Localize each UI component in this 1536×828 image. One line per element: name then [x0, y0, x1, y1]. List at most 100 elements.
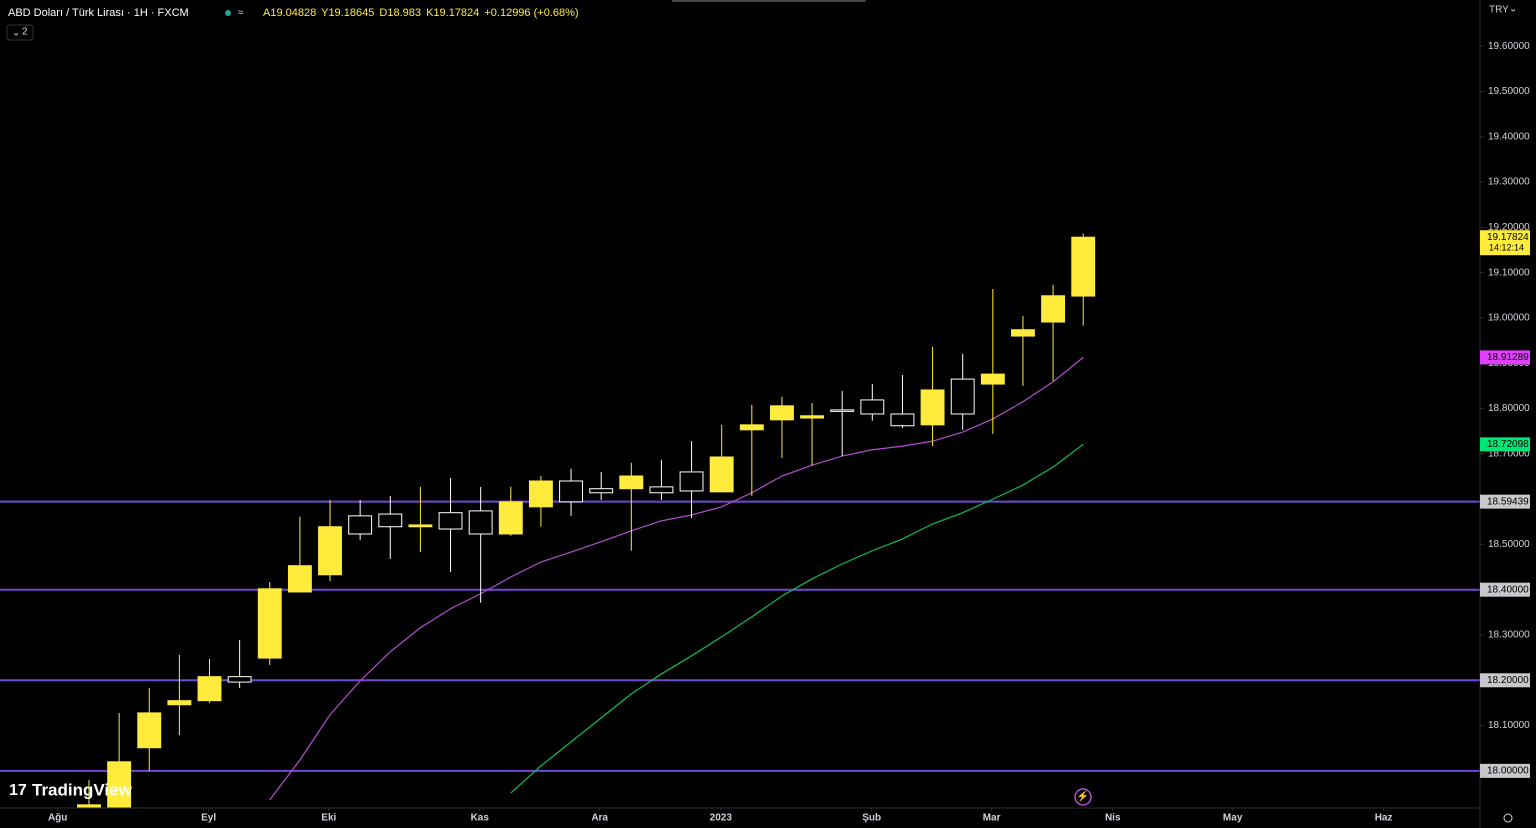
candle-body: [107, 761, 132, 808]
x-tick-label: Nis: [1105, 813, 1121, 824]
y-tick-label: 18.80000: [1488, 403, 1530, 414]
y-tick-label: 19.10000: [1488, 267, 1530, 278]
header-title: ABD Doları / Türk Lirası · 1H · FXCM: [8, 7, 189, 19]
hline-label-bg: [1480, 763, 1530, 778]
y-tick-label: 18.70000: [1488, 448, 1530, 459]
settings-button[interactable]: [1503, 813, 1513, 823]
candle-body: [679, 471, 704, 492]
hline-label-bg: [1480, 582, 1530, 597]
x-tick-label: Mar: [983, 813, 1001, 824]
candle-body: [1011, 329, 1035, 337]
candle-body: [197, 676, 222, 702]
ma-label-bg: [1480, 350, 1530, 365]
candle-body: [830, 409, 855, 412]
logo-icon: 17: [9, 782, 27, 799]
candle-body: [619, 475, 644, 490]
hline-label-bg: [1480, 494, 1530, 509]
indicators-chevron: ⌄: [12, 28, 20, 39]
candle-body: [920, 389, 945, 426]
hline-label: 18.40000: [1487, 584, 1529, 595]
ohlc-prefix: A: [263, 7, 271, 19]
candle-body: [739, 424, 764, 431]
ohlc-value: 19.17824: [433, 7, 479, 19]
lightning-icon: ⚡: [1077, 790, 1089, 803]
hline-label: 18.59439: [1487, 496, 1529, 507]
ohlc-value: 19.18645: [328, 7, 374, 19]
candle-body: [348, 515, 373, 535]
y-tick-label: 18.50000: [1488, 539, 1530, 550]
hline-label-bg: [1480, 673, 1530, 688]
indicators-toggle[interactable]: [6, 24, 34, 41]
candle-body: [800, 415, 825, 419]
price-label: 19.17824: [1487, 232, 1529, 243]
logo: TradingView: [32, 780, 133, 799]
candle-body: [860, 399, 885, 415]
ohlc-legend: A19.04828 Y19.18645 D18.983 K19.17824 +0…: [263, 7, 579, 19]
candle-body: [318, 526, 342, 576]
x-tick-label: Ağu: [48, 813, 67, 824]
x-tick-label: Ara: [591, 813, 608, 824]
x-tick-label: May: [1223, 813, 1243, 824]
candle-body: [559, 480, 583, 503]
symbol-title: ABD Doları / Türk Lirası · 1H · FXCM: [8, 7, 189, 19]
hline-label: 18.00000: [1487, 766, 1529, 777]
candle-body: [408, 524, 433, 528]
ma-label: 18.91289: [1487, 352, 1529, 363]
ma-label-bg: [1480, 437, 1530, 452]
candle-body: [528, 480, 553, 508]
candle-body: [257, 588, 282, 659]
x-tick-label: 2023: [710, 813, 733, 824]
price-label-bg: [1480, 230, 1530, 256]
y-tick-label: 19.50000: [1488, 86, 1530, 97]
candle-body: [769, 405, 794, 421]
candle-body: [137, 712, 162, 749]
change: +0.12996 (+0.68%): [484, 7, 578, 19]
x-tick-label: Eyl: [201, 813, 216, 824]
y-tick-label: 19.00000: [1488, 313, 1530, 324]
currency-chevron: ⌄: [1509, 4, 1517, 15]
candle-body: [709, 456, 734, 493]
axes: 18.00000 18.10000 18.20000 18.30000 18.40000…: [48, 41, 1530, 824]
top-handle: [672, 0, 866, 2]
ohlc-prefix: K: [426, 7, 434, 19]
plot-area: [0, 233, 1480, 808]
candle-body: [589, 488, 614, 494]
candle-body: [1071, 236, 1096, 297]
status-icon: ≈: [238, 8, 244, 19]
moving-average: [269, 356, 1084, 801]
candle-body: [468, 510, 493, 535]
candle-body: [890, 413, 915, 427]
candle-body: [950, 378, 975, 415]
candle-body: [980, 373, 1005, 385]
candle-body: [167, 700, 192, 706]
x-tick-label: Haz: [1375, 813, 1393, 824]
ohlc-value: 18.983: [387, 7, 421, 19]
candle-body: [498, 501, 523, 535]
hline-label: 18.20000: [1487, 675, 1529, 686]
moving-average: [510, 443, 1084, 794]
candle-body: [1041, 295, 1066, 323]
candle-body: [378, 513, 403, 528]
y-tick-label: 18.30000: [1488, 630, 1530, 641]
x-tick-label: Kas: [471, 813, 490, 824]
ohlc-prefix: D: [379, 7, 387, 19]
candle-body: [287, 565, 312, 593]
countdown: 14:12:14: [1489, 243, 1524, 253]
status-dot: [225, 10, 231, 16]
lightning-button[interactable]: [1074, 788, 1092, 806]
candle-body: [438, 512, 463, 530]
x-tick-label: Eki: [321, 813, 336, 824]
candle-body: [649, 486, 674, 494]
ma-label: 18.72098: [1487, 439, 1529, 450]
currency[interactable]: TRY: [1489, 5, 1509, 16]
candle-body: [227, 676, 252, 683]
ohlc-prefix: Y: [321, 7, 329, 19]
y-tick-label: 19.20000: [1488, 222, 1530, 233]
indicator-count: 2: [22, 27, 28, 38]
y-tick-label: 19.30000: [1488, 177, 1530, 188]
ohlc-value: 19.04828: [270, 7, 316, 19]
x-tick-label: Şub: [862, 813, 881, 824]
